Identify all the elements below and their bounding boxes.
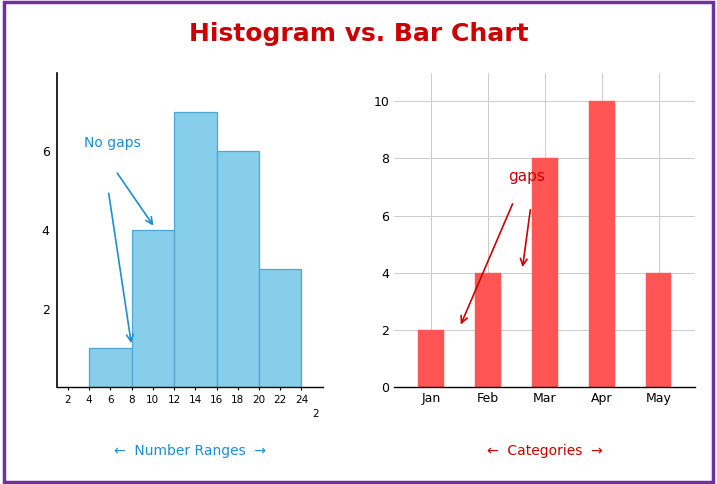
- Text: Bar Chart: Bar Chart: [497, 482, 593, 484]
- Text: ←  Categories  →: ← Categories →: [487, 444, 603, 458]
- Text: Histogram: Histogram: [138, 482, 242, 484]
- Bar: [259, 269, 301, 387]
- Text: No gaps: No gaps: [84, 136, 141, 151]
- Text: ←  Number Ranges  →: ← Number Ranges →: [114, 444, 266, 458]
- Bar: [174, 112, 217, 387]
- Text: Histogram vs. Bar Chart: Histogram vs. Bar Chart: [189, 22, 528, 46]
- Bar: [475, 273, 501, 387]
- Bar: [132, 230, 174, 387]
- Bar: [532, 158, 558, 387]
- Text: 2: 2: [312, 409, 318, 419]
- Bar: [217, 151, 259, 387]
- Bar: [589, 101, 614, 387]
- Text: gaps: gaps: [508, 169, 545, 184]
- Bar: [89, 348, 132, 387]
- Bar: [646, 273, 671, 387]
- Bar: [419, 330, 444, 387]
